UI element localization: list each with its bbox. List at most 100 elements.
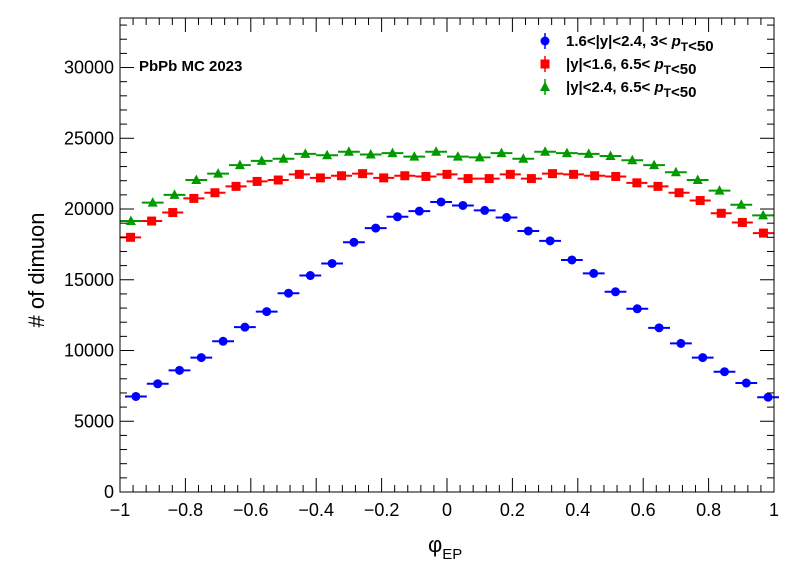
y-tick-label: 5000: [74, 411, 114, 431]
data-point: [590, 171, 600, 181]
data-point: [547, 169, 557, 179]
y-tick-label: 25000: [64, 128, 114, 148]
data-point: [763, 392, 773, 402]
x-axis-title: φEP: [428, 532, 462, 563]
data-point: [126, 232, 136, 242]
data-point: [611, 287, 620, 297]
data-point: [545, 236, 555, 246]
data-point: [611, 171, 621, 181]
legend-text-part: T: [681, 40, 689, 54]
data-point: [627, 154, 638, 165]
data-point: [168, 208, 178, 218]
data-point: [231, 181, 241, 191]
x-tick-label: 1: [769, 500, 779, 520]
series-square: [120, 169, 774, 242]
data-point: [147, 216, 157, 226]
data-point: [153, 379, 163, 389]
legend-text-part: p: [653, 79, 663, 96]
y-tick-label: 0: [104, 482, 114, 502]
x-axis-title-sub: EP: [442, 546, 462, 563]
data-point: [365, 149, 376, 159]
legend-text-part: T: [664, 63, 672, 77]
data-point: [409, 151, 420, 161]
data-point: [322, 149, 333, 160]
data-point: [256, 155, 267, 165]
data-point: [632, 304, 642, 314]
data-point: [714, 185, 725, 195]
data-point: [741, 378, 751, 388]
legend: 1.6<|y|<2.4, 3< pT<50|y|<1.6, 6.5< pT<50…: [540, 33, 714, 101]
data-point: [315, 173, 325, 183]
legend-text-part: |y|<2.4, 6.5<: [566, 79, 654, 96]
x-tick-label: 0.8: [696, 500, 721, 520]
x-axis-title-main: φ: [428, 532, 442, 557]
data-point: [561, 147, 572, 158]
x-tick-label: 0.6: [631, 500, 656, 520]
data-point: [300, 148, 311, 158]
legend-text-part: p: [653, 56, 663, 73]
data-point: [327, 258, 337, 268]
data-point: [169, 189, 180, 199]
legend-text-part: p: [671, 33, 681, 50]
data-point: [436, 197, 446, 207]
legend-marker: [540, 59, 550, 69]
data-point: [649, 159, 660, 170]
data-point: [523, 226, 533, 236]
axes: −1 −0.8 −0.6 −0.4 −0.2 0 0.2 0.4 0.6 0.8 1 0 5000 100…: [64, 17, 779, 520]
data-point: [716, 208, 726, 218]
data-point: [240, 322, 250, 332]
y-tick-label: 15000: [64, 270, 114, 290]
data-point: [463, 174, 473, 184]
data-point: [758, 209, 769, 220]
legend-marker: [540, 81, 550, 91]
data-point: [653, 181, 663, 191]
data-point: [589, 268, 599, 278]
legend-text-part: T: [664, 86, 672, 100]
data-point: [234, 159, 245, 170]
data-point: [569, 169, 579, 179]
data-point: [278, 153, 289, 163]
data-point: [474, 151, 485, 162]
data-point: [387, 147, 398, 158]
data-point: [496, 147, 507, 158]
data-point: [676, 338, 686, 348]
data-point: [189, 193, 199, 203]
data-point: [698, 353, 708, 363]
data-point: [379, 173, 389, 183]
legend-text-part: 1.6<|y|<2.4, 3<: [566, 33, 672, 50]
legend-marker: [540, 36, 550, 46]
x-tick-label: −0.4: [298, 500, 334, 520]
data-point: [452, 151, 463, 161]
data-point: [414, 206, 424, 216]
data-point: [632, 178, 642, 188]
data-point: [131, 391, 141, 401]
y-tick-label: 10000: [64, 341, 114, 361]
data-point: [196, 353, 206, 363]
data-marks: [120, 146, 779, 402]
data-point: [442, 169, 452, 179]
data-point: [191, 174, 202, 185]
data-point: [358, 169, 368, 179]
data-point: [720, 367, 729, 377]
data-point: [458, 200, 468, 210]
data-point: [125, 215, 136, 226]
data-point: [262, 307, 272, 317]
x-tick-label: 0.4: [565, 500, 590, 520]
data-point: [284, 288, 293, 298]
series-triangle: [120, 146, 774, 226]
data-point: [400, 171, 410, 181]
legend-text-part: <50: [688, 38, 713, 55]
series-circle: [125, 197, 779, 402]
data-point: [674, 188, 684, 198]
data-point: [147, 197, 158, 207]
data-point: [218, 336, 228, 346]
legend-entry: 1.6<|y|<2.4, 3< pT<50: [566, 33, 714, 55]
legend-entry: |y|<2.4, 6.5< pT<50: [566, 79, 696, 101]
y-tick-label: 20000: [64, 199, 114, 219]
annotation-label: PbPb MC 2023: [139, 58, 242, 75]
x-tick-label: −0.8: [168, 500, 204, 520]
legend-text-part: <50: [671, 61, 696, 78]
legend-text-part: <50: [671, 84, 696, 101]
x-tick-label: 0: [442, 500, 452, 520]
